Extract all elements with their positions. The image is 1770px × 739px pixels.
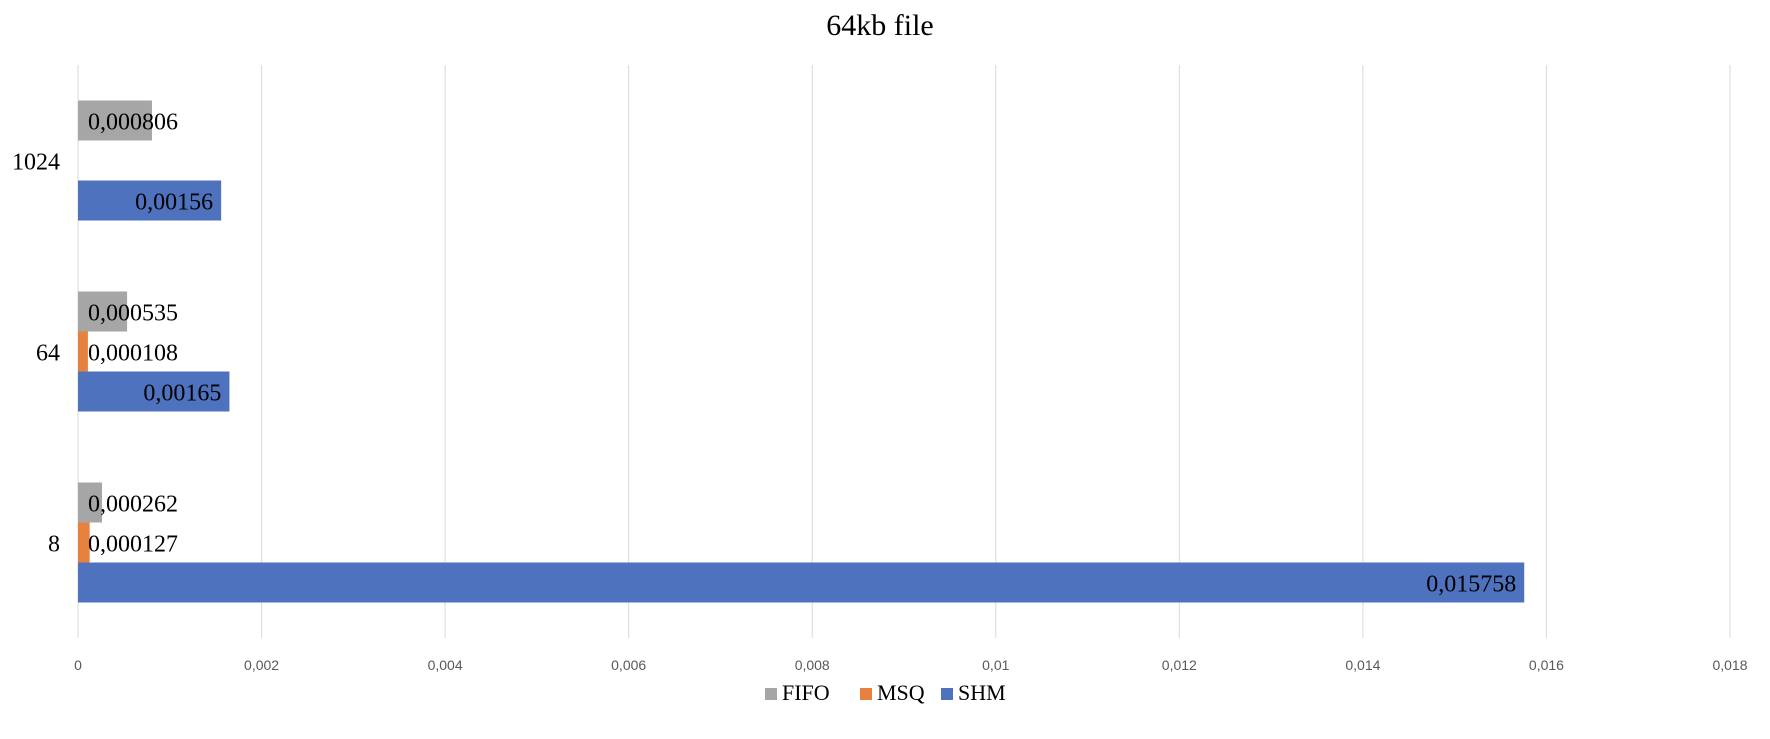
- x-tick-label: 0,002: [244, 657, 279, 673]
- legend: FIFO MSQ SHM: [765, 680, 1006, 705]
- data-label: 0,000262: [88, 492, 178, 518]
- legend-label-fifo: FIFO: [782, 680, 830, 705]
- chart-title: 64kb file: [826, 9, 933, 42]
- data-label: 0,000127: [88, 532, 178, 558]
- bar-fifo: [78, 100, 152, 141]
- bars: [78, 100, 1525, 603]
- data-label: 0,000535: [88, 301, 178, 327]
- bar-msq: [78, 331, 88, 372]
- category-axis: 8 64 1024: [12, 150, 60, 558]
- x-tick-label: 0,014: [1345, 657, 1380, 673]
- x-tick-label: 0,01: [982, 657, 1009, 673]
- data-labels: 0,015758 0,000127 0,000262 0,00165 0,000108 0…: [88, 110, 1516, 598]
- legend-label-shm: SHM: [958, 680, 1006, 705]
- value-axis: 0 0,002 0,004 0,006 0,008 0,01 0,012 0,014 0,016…: [74, 657, 1748, 673]
- legend-swatch-shm: [941, 688, 953, 700]
- x-tick-label: 0,004: [428, 657, 463, 673]
- x-tick-label: 0: [74, 657, 82, 673]
- bar-shm: [78, 180, 222, 221]
- category-label: 8: [48, 532, 60, 558]
- bar-fifo: [78, 291, 128, 332]
- data-label: 0,015758: [1426, 572, 1516, 598]
- gridlines: [77, 65, 1731, 638]
- bar-fifo: [78, 482, 103, 523]
- x-tick-label: 0,012: [1162, 657, 1197, 673]
- category-label: 1024: [12, 150, 60, 176]
- data-label: 0,000108: [88, 341, 178, 367]
- data-label: 0,000806: [88, 110, 178, 136]
- bar-shm: [78, 371, 230, 412]
- legend-swatch-fifo: [765, 688, 777, 700]
- category-label: 64: [36, 341, 60, 367]
- bar-shm: [78, 562, 1525, 603]
- x-tick-label: 0,008: [795, 657, 830, 673]
- bar-msq: [78, 522, 90, 563]
- x-tick-label: 0,018: [1712, 657, 1747, 673]
- legend-label-msq: MSQ: [877, 680, 925, 705]
- x-tick-label: 0,016: [1529, 657, 1564, 673]
- legend-swatch-msq: [860, 688, 872, 700]
- data-label: 0,00156: [135, 190, 213, 216]
- data-label: 0,00165: [143, 381, 221, 407]
- x-tick-label: 0,006: [611, 657, 646, 673]
